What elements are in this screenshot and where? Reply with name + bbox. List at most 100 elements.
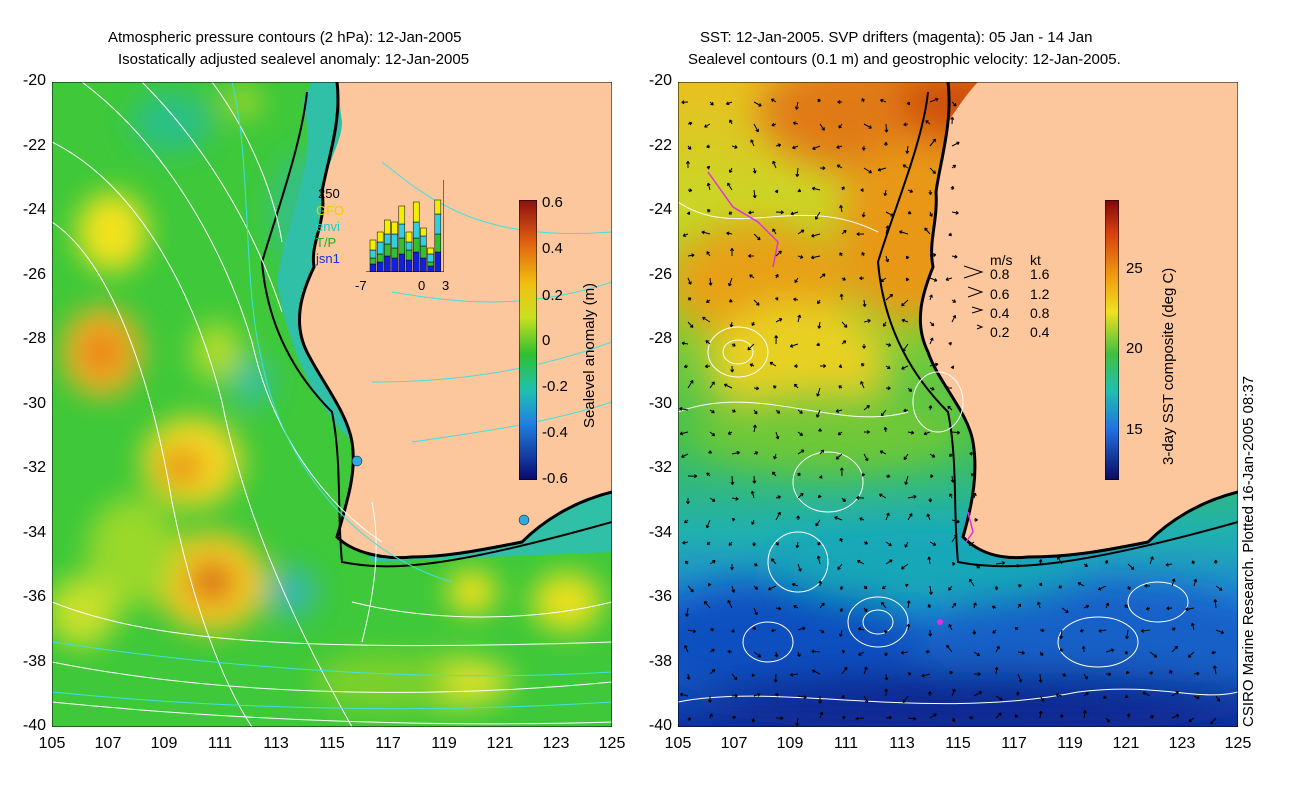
velocity-arrow xyxy=(706,182,711,191)
velocity-arrow xyxy=(709,713,713,719)
histogram-bar-segment xyxy=(412,221,420,239)
velocity-arrow xyxy=(819,123,825,131)
histogram-bar-segment xyxy=(412,201,420,223)
velocity-arrow xyxy=(900,563,909,570)
velocity-arrow xyxy=(684,560,689,565)
velocity-arrow xyxy=(994,585,999,591)
velocity-arrow xyxy=(726,231,733,236)
velocity-arrow xyxy=(927,691,932,697)
velocity-arrow xyxy=(861,473,866,477)
velocity-arrow xyxy=(945,277,953,281)
velocity-legend-row: 0.6 xyxy=(990,286,1010,302)
velocity-arrow xyxy=(729,321,734,328)
velocity-arrow xyxy=(1077,582,1085,587)
velocity-arrow xyxy=(1126,713,1131,719)
velocity-legend-row: 1.2 xyxy=(1030,286,1050,302)
velocity-arrow xyxy=(901,299,909,307)
velocity-arrow xyxy=(928,629,933,637)
velocity-arrow xyxy=(771,122,777,127)
histogram-bar-segment xyxy=(405,259,413,272)
velocity-arrow xyxy=(1105,717,1110,723)
velocity-arrow xyxy=(907,430,915,435)
velocity-arrow xyxy=(774,651,779,658)
velocity-arrow xyxy=(836,164,843,169)
velocity-arrow xyxy=(703,600,711,609)
velocity-arrow xyxy=(945,386,953,391)
velocity-arrow xyxy=(858,651,865,656)
velocity-arrow xyxy=(880,98,887,103)
histogram-bar-segment xyxy=(384,255,391,272)
velocity-arrow xyxy=(884,123,889,133)
lat-tick-label: -24 xyxy=(648,201,672,218)
velocity-arrow xyxy=(948,585,953,591)
histogram-bar-segment xyxy=(376,231,384,243)
histogram-bar-segment xyxy=(384,233,391,245)
geostrophic-velocity-arrows xyxy=(679,97,1225,727)
velocity-arrow xyxy=(687,380,694,389)
velocity-arrow xyxy=(1039,651,1044,656)
velocity-arrow xyxy=(796,515,801,521)
velocity-arrow xyxy=(1124,604,1129,609)
velocity-arrow xyxy=(775,431,780,440)
right-title-line1: SST: 12-Jan-2005. SVP drifters (magenta)… xyxy=(700,29,1093,46)
velocity-arrow xyxy=(1140,628,1151,633)
lat-tick-label: -30 xyxy=(22,394,46,412)
velocity-arrow xyxy=(1105,672,1112,677)
velocity-arrow xyxy=(774,189,779,194)
velocity-arrow xyxy=(1171,714,1180,719)
sealevel-tick: -0.4 xyxy=(542,424,568,441)
velocity-legend-row: 0.8 xyxy=(990,266,1010,282)
velocity-arrow xyxy=(1082,710,1087,719)
velocity-arrow xyxy=(723,383,733,389)
lon-tick-label: 123 xyxy=(542,735,570,752)
velocity-arrow xyxy=(968,578,975,587)
velocity-arrow xyxy=(1059,648,1064,653)
velocity-arrow xyxy=(948,232,953,237)
velocity-arrow xyxy=(707,695,712,703)
right-title-line2: Sealevel contours (0.1 m) and geostrophi… xyxy=(688,51,1121,68)
velocity-arrow xyxy=(907,210,912,215)
histogram-bar-segment xyxy=(405,241,413,251)
histogram-bar-segment xyxy=(376,253,384,263)
velocity-arrow xyxy=(819,629,825,634)
velocity-arrow xyxy=(817,98,822,103)
velocity-arrow xyxy=(794,364,799,369)
velocity-arrow xyxy=(748,253,755,258)
velocity-legend-arrows xyxy=(963,265,984,330)
sst-colorbar-label: 3-day SST composite (deg C) xyxy=(1160,267,1177,465)
velocity-arrow xyxy=(1215,629,1225,635)
velocity-arrow xyxy=(1105,602,1110,609)
velocity-arrow xyxy=(775,511,781,521)
velocity-arrow xyxy=(835,409,843,413)
velocity-arrow xyxy=(863,540,869,545)
velocity-arrow xyxy=(857,627,865,631)
velocity-arrow xyxy=(835,453,843,460)
velocity-arrow xyxy=(775,210,784,215)
velocity-arrow xyxy=(856,232,865,237)
lon-tick-label: 125 xyxy=(598,735,626,752)
velocity-arrow xyxy=(730,563,735,571)
velocity-arrow xyxy=(789,672,799,677)
velocity-arrow xyxy=(951,519,960,524)
histogram-bar-segment xyxy=(369,249,377,259)
velocity-arrow xyxy=(729,119,733,125)
lat-tick-label: -26 xyxy=(22,265,46,283)
velocity-arrow xyxy=(907,387,913,392)
velocity-arrow xyxy=(929,474,934,479)
velocity-arrow xyxy=(791,582,799,587)
velocity-arrow xyxy=(728,277,733,287)
velocity-arrow xyxy=(797,449,805,455)
velocity-arrow xyxy=(1171,645,1179,653)
inset-ymax-label: 250 xyxy=(318,186,340,201)
velocity-arrow xyxy=(702,316,711,323)
lon-tick-label: 113 xyxy=(889,735,915,752)
velocity-arrow xyxy=(749,363,755,367)
velocity-arrow xyxy=(811,669,821,675)
velocity-legend-row: 0.4 xyxy=(990,305,1010,321)
velocity-arrow xyxy=(1166,606,1173,611)
velocity-arrow xyxy=(811,186,821,191)
lat-tick-label: -36 xyxy=(22,588,46,605)
velocity-arrow xyxy=(899,230,909,235)
velocity-arrow xyxy=(841,321,848,328)
velocity-arrow xyxy=(751,519,755,525)
